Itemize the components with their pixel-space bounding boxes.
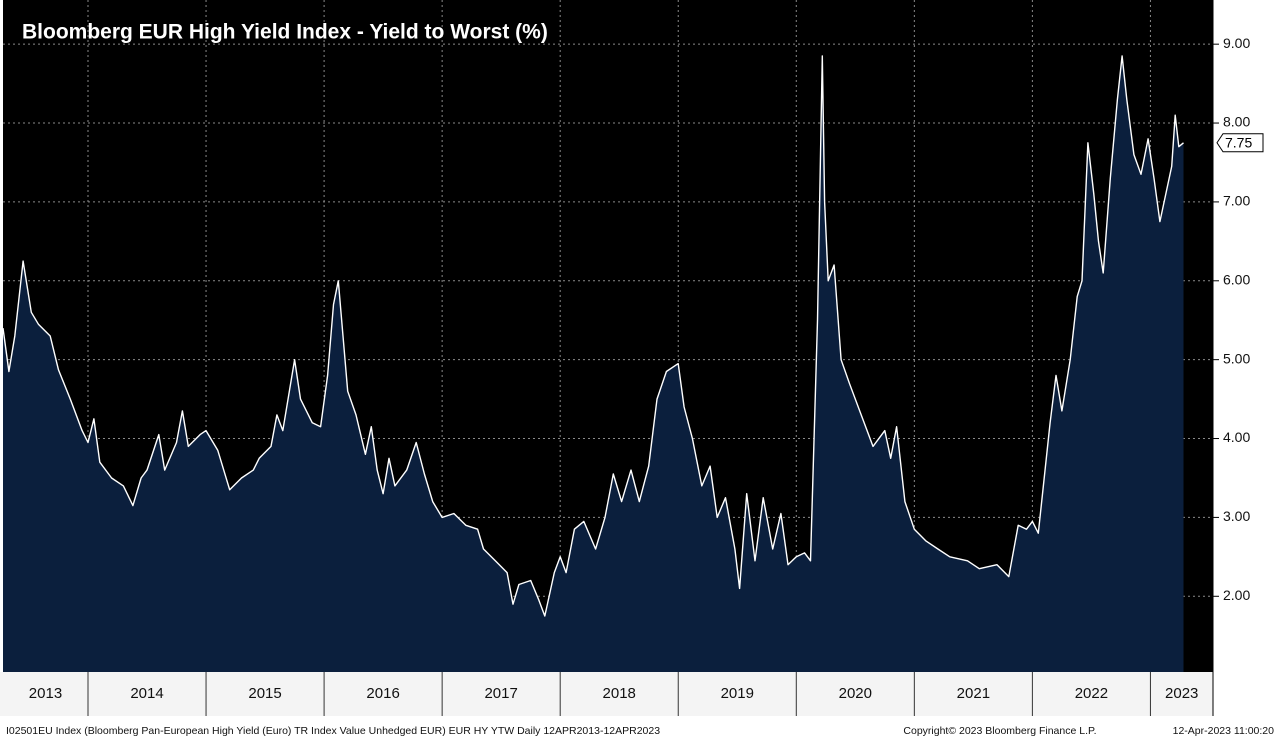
x-tick-label: 2018 (603, 685, 636, 702)
x-tick-label: 2020 (839, 685, 872, 702)
x-tick-label: 2019 (721, 685, 754, 702)
y-tick-label: 7.00 (1223, 193, 1250, 209)
footer-copyright: Copyright© 2023 Bloomberg Finance L.P. (903, 725, 1096, 737)
line (2, 55, 1184, 617)
last-value-label: 7.75 (1225, 134, 1252, 150)
x-tick-label: 2014 (130, 685, 163, 702)
area (3, 56, 1184, 672)
y-tick-label: 4.00 (1223, 429, 1250, 445)
x-tick-label: 2015 (248, 685, 281, 702)
footer-timestamp: 12-Apr-2023 11:00:20 (1173, 725, 1275, 737)
x-axis-band (0, 672, 1213, 716)
y-tick-label: 5.00 (1223, 350, 1250, 366)
footer-source: I02501EU Index (Bloomberg Pan-European H… (6, 725, 660, 737)
y-tick-label: 9.00 (1223, 35, 1250, 51)
last-value-box (1216, 133, 1264, 153)
marks (2, 0, 1213, 672)
x-tick-label: 2013 (29, 685, 62, 702)
y-tick-label: 2.00 (1223, 587, 1250, 603)
x-tick-label: 2021 (957, 685, 990, 702)
x-tick-label: 2016 (366, 685, 399, 702)
x-tick-label: 2023 (1165, 685, 1198, 702)
x-tick-label: 2017 (484, 685, 517, 702)
y-tick-label: 6.00 (1223, 271, 1250, 287)
x-tick-label: 2022 (1075, 685, 1108, 702)
y-tick-label: 3.00 (1223, 508, 1250, 524)
chart-title: Bloomberg EUR High Yield Index - Yield t… (22, 21, 548, 44)
y-tick-label: 8.00 (1223, 114, 1250, 130)
